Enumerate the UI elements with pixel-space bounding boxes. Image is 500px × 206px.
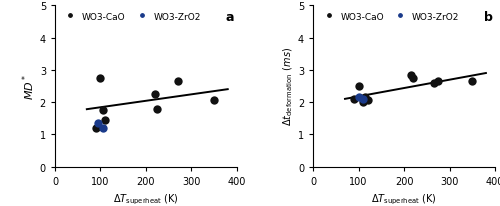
X-axis label: $\Delta T_{\mathrm{superheat}}$ (K): $\Delta T_{\mathrm{superheat}}$ (K)	[371, 191, 437, 206]
Point	[468, 80, 476, 83]
Point	[94, 122, 102, 125]
Point	[151, 93, 159, 96]
Text: b: b	[484, 11, 493, 24]
Point	[98, 109, 106, 112]
Point	[154, 107, 162, 111]
Point	[407, 74, 415, 77]
Y-axis label: $\Delta t_{\mathrm{deformation}}$ $(ms)$: $\Delta t_{\mathrm{deformation}}$ $(ms)$	[282, 47, 295, 126]
X-axis label: $\Delta T_{\mathrm{superheat}}$ (K): $\Delta T_{\mathrm{superheat}}$ (K)	[113, 191, 179, 206]
Point	[174, 80, 182, 83]
Point	[362, 96, 370, 99]
Point	[434, 80, 442, 83]
Point	[96, 77, 104, 80]
Y-axis label: $MD^*$: $MD^*$	[20, 74, 37, 99]
Point	[430, 82, 438, 85]
Point	[354, 96, 362, 99]
Legend: WO3-CaO, WO3-ZrO2: WO3-CaO, WO3-ZrO2	[318, 11, 461, 23]
Point	[210, 99, 218, 103]
Point	[359, 101, 367, 104]
Point	[92, 127, 100, 130]
Point	[101, 119, 109, 122]
Point	[359, 98, 367, 101]
Text: a: a	[226, 11, 234, 24]
Legend: WO3-CaO, WO3-ZrO2: WO3-CaO, WO3-ZrO2	[60, 11, 203, 23]
Point	[364, 99, 372, 103]
Point	[354, 85, 362, 88]
Point	[98, 127, 106, 130]
Point	[350, 98, 358, 101]
Point	[409, 77, 417, 80]
